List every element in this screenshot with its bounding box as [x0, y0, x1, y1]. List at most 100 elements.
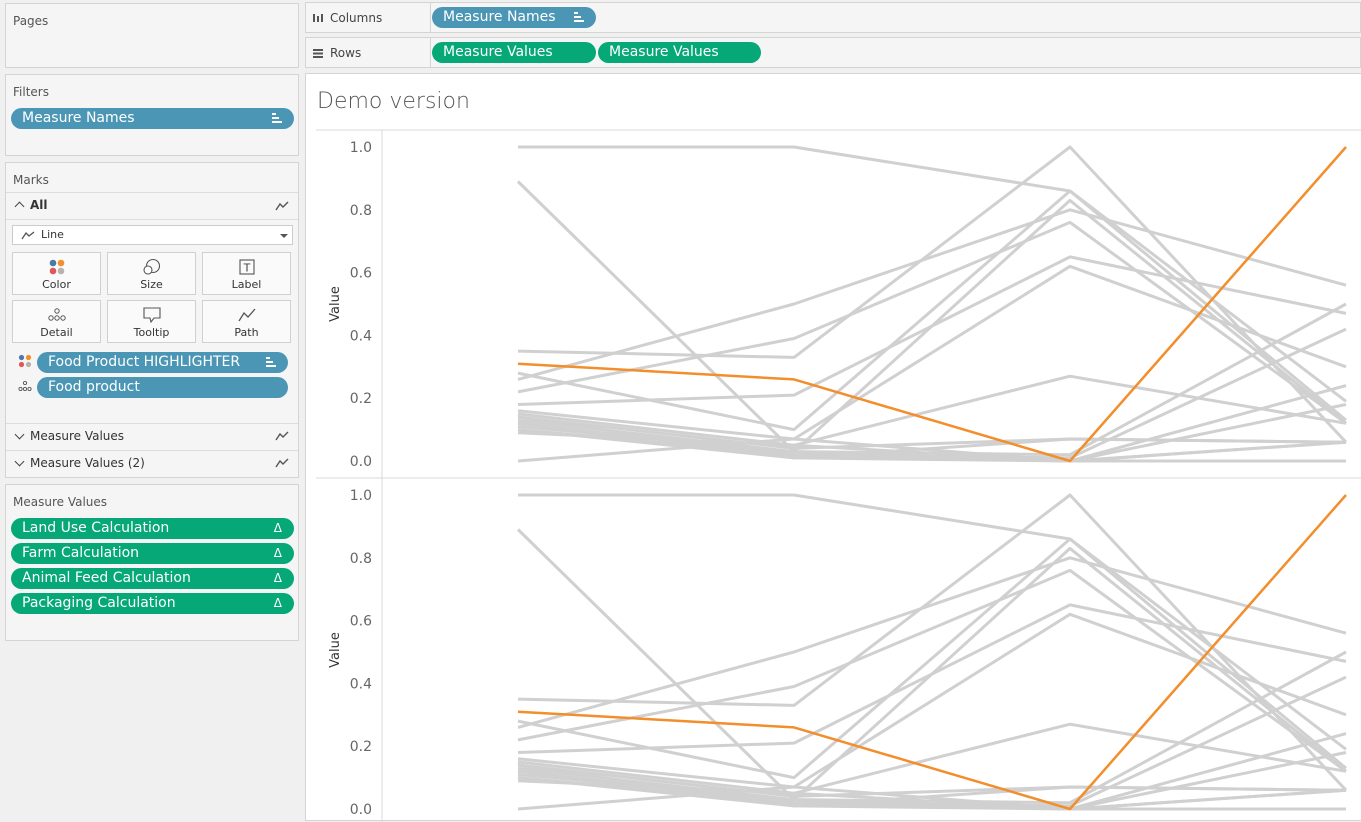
series-line[interactable] — [517, 374, 1347, 447]
y-tick-label: 0.6 — [350, 614, 372, 630]
detail-dots-icon — [18, 380, 32, 392]
series-line[interactable] — [517, 431, 1347, 463]
measure-pill-packaging[interactable]: Packaging Calculation Δ — [11, 593, 294, 614]
columns-pill-measure-names[interactable]: Measure Names — [432, 7, 596, 28]
y-axis-title: Value — [328, 632, 343, 668]
delta-icon: Δ — [273, 546, 282, 560]
measure-pill-land-use[interactable]: Land Use Calculation Δ — [11, 518, 294, 539]
series-line[interactable] — [517, 556, 1347, 729]
detail-button[interactable]: Detail — [12, 300, 101, 343]
chart-pane-1: 0.0 0.2 0.4 0.6 0.8 1.0 Value — [328, 140, 1348, 470]
left-pane: Pages Filters Measure Names Marks All Li… — [0, 0, 302, 821]
marks-section-measure-values-2[interactable]: Measure Values (2) — [13, 456, 145, 470]
rows-shelf-label: Rows — [312, 46, 432, 60]
measure-pill-animal-feed[interactable]: Animal Feed Calculation Δ — [11, 568, 294, 589]
measure-pill-farm[interactable]: Farm Calculation Δ — [11, 543, 294, 564]
path-line-icon — [237, 308, 255, 322]
series-line[interactable] — [517, 255, 1347, 406]
chevron-down-icon — [14, 456, 25, 467]
series-line[interactable] — [518, 493, 1347, 770]
label-button-label: Label — [231, 278, 262, 291]
detail-button-label: Detail — [40, 326, 73, 339]
pages-card[interactable]: Pages — [5, 3, 299, 68]
tooltip-bubble-icon — [142, 307, 161, 324]
mark-type-select[interactable]: Line — [12, 225, 293, 245]
y-tick-label: 0.2 — [350, 739, 372, 755]
delta-icon: Δ — [273, 521, 282, 535]
series-line[interactable] — [517, 603, 1347, 754]
tooltip-button[interactable]: Tooltip — [107, 300, 196, 343]
y-tick-label: 0.8 — [350, 203, 372, 219]
filter-pill-label: Measure Names — [22, 110, 135, 126]
series-line[interactable] — [518, 145, 1347, 422]
y-tick-label: 1.0 — [350, 488, 372, 504]
series-line[interactable] — [517, 779, 1347, 811]
line-mark-icon — [275, 201, 289, 211]
divider — [430, 38, 431, 67]
pages-title: Pages — [13, 14, 49, 28]
columns-shelf[interactable]: Columns Measure Names — [305, 2, 1361, 33]
series-line[interactable] — [517, 537, 1347, 780]
divider — [430, 3, 431, 32]
y-tick-label: 0.4 — [350, 676, 372, 692]
marks-pill-label: Food product — [48, 379, 140, 395]
series-line[interactable] — [517, 437, 1346, 463]
rows-label-text: Rows — [330, 46, 362, 60]
chart-canvas[interactable]: 0.0 0.2 0.4 0.6 0.8 1.0 Value 0.0 0.2 0.4 0.6 0.8 1.… — [306, 74, 1361, 822]
marks-section-measure-values[interactable]: Measure Values — [13, 429, 124, 443]
series-line[interactable] — [517, 763, 1347, 808]
color-dots-icon — [18, 354, 32, 368]
marks-section-label: Measure Values — [30, 429, 125, 443]
series-line-highlighted[interactable] — [517, 146, 1347, 463]
path-button-label: Path — [234, 326, 259, 339]
path-button[interactable]: Path — [202, 300, 291, 343]
y-tick-label: 0.0 — [350, 802, 372, 818]
marks-pill-food-product-highlighter[interactable]: Food Product HIGHLIGHTER — [37, 352, 288, 373]
columns-shelf-label: Columns — [312, 11, 432, 25]
color-button-label: Color — [42, 278, 71, 291]
y-tick-label: 0.8 — [350, 551, 372, 567]
mark-type-value: Line — [41, 228, 64, 241]
filters-title: Filters — [13, 85, 49, 99]
size-circles-icon — [142, 258, 160, 275]
rows-pill-measure-values-2[interactable]: Measure Values — [598, 42, 761, 63]
y-tick-label: 0.4 — [350, 328, 372, 344]
series-line-highlighted[interactable] — [517, 494, 1347, 811]
marks-all-row[interactable]: All — [13, 198, 48, 212]
divider — [6, 450, 298, 451]
columns-label-text: Columns — [330, 11, 383, 25]
filters-card[interactable]: Filters Measure Names — [5, 74, 299, 156]
series-line[interactable] — [517, 568, 1347, 773]
marks-section-label: Measure Values (2) — [30, 456, 145, 470]
columns-icon — [313, 14, 323, 22]
series-line[interactable] — [517, 189, 1347, 432]
tooltip-button-label: Tooltip — [133, 326, 170, 339]
y-tick-label: 1.0 — [350, 140, 372, 156]
size-button[interactable]: Size — [107, 252, 196, 295]
series-line[interactable] — [517, 722, 1347, 795]
svg-text:T: T — [242, 262, 250, 275]
color-button[interactable]: Color — [12, 252, 101, 295]
marks-all-label: All — [30, 198, 48, 212]
rows-pill-label: Measure Values — [609, 44, 719, 60]
rows-pill-label: Measure Values — [443, 44, 553, 60]
rows-pill-measure-values[interactable]: Measure Values — [432, 42, 596, 63]
filter-pill-measure-names[interactable]: Measure Names — [11, 108, 294, 129]
chevron-up-icon — [14, 201, 25, 212]
sort-icon — [574, 12, 584, 23]
marks-pill-food-product[interactable]: Food product — [37, 377, 288, 398]
series-line[interactable] — [517, 415, 1347, 460]
line-mark-icon — [21, 231, 35, 240]
series-line[interactable] — [517, 785, 1346, 811]
line-mark-icon — [275, 458, 289, 468]
label-button[interactable]: T Label — [202, 252, 291, 295]
rows-icon — [313, 49, 323, 58]
series-line[interactable] — [517, 264, 1347, 441]
series-line[interactable] — [517, 612, 1347, 789]
divider — [6, 423, 298, 424]
series-line[interactable] — [517, 208, 1347, 381]
chevron-down-icon — [14, 429, 25, 440]
measure-pill-label: Land Use Calculation — [22, 520, 170, 536]
series-line[interactable] — [517, 220, 1347, 425]
rows-shelf[interactable]: Rows Measure Values Measure Values — [305, 37, 1361, 68]
